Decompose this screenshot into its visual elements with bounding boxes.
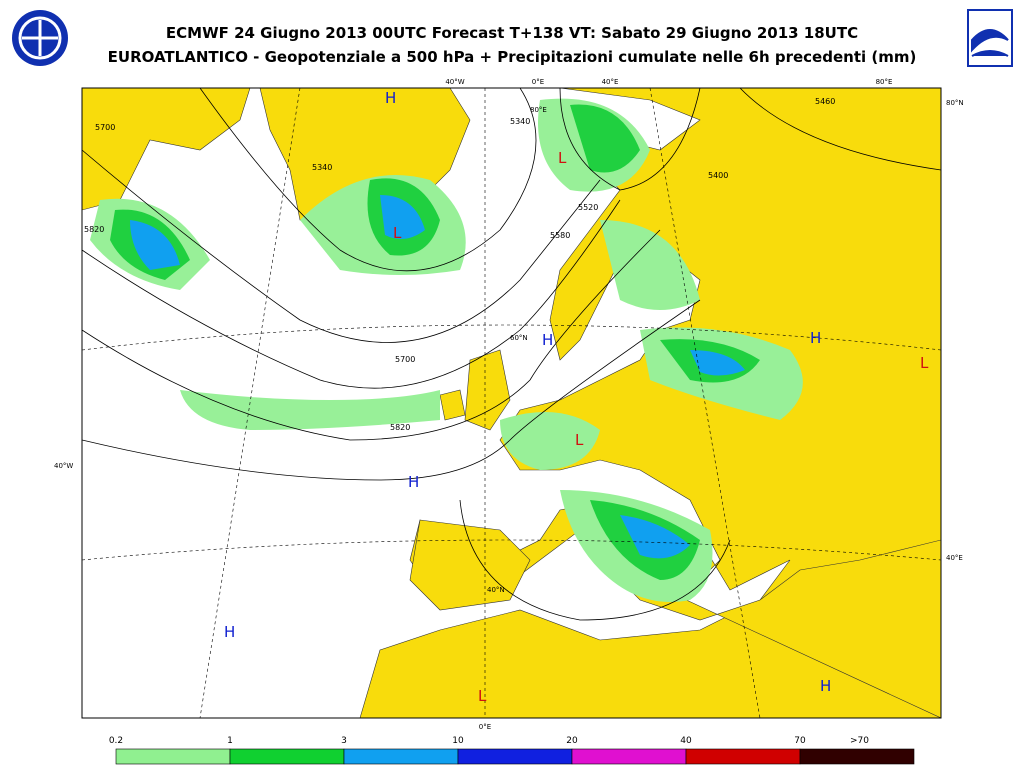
high-label: H: [408, 473, 419, 491]
high-label: H: [385, 89, 396, 107]
contour-label: 5820: [84, 225, 104, 234]
title: ECMWF 24 Giugno 2013 00UTC Forecast T+13…: [166, 24, 858, 42]
legend-swatch: [115, 748, 231, 765]
graticule-label: 0°E: [532, 78, 544, 86]
low-label: L: [393, 224, 402, 242]
graticule-label: 40°E: [946, 554, 963, 562]
legend-label: 10: [452, 736, 464, 746]
graticule-label: 80°E: [876, 78, 893, 86]
legend: 0.2 1 3 10 20 40 70 >70: [109, 736, 915, 765]
high-label: H: [542, 331, 553, 349]
subtitle: EUROATLANTICO - Geopotenziale a 500 hPa …: [108, 48, 917, 66]
map: H H H H H H L L L L L 5700 5820 5340 558…: [54, 78, 964, 731]
legend-swatch: [343, 748, 459, 765]
legend-label: 0.2: [109, 736, 123, 746]
contour-label: 5400: [708, 171, 728, 180]
graticule-label: 80°N: [946, 99, 964, 107]
graticule-label: 40°E: [602, 78, 619, 86]
contour-label: 5700: [395, 355, 415, 364]
contour-label: 5460: [815, 97, 835, 106]
graticule-label: 40°W: [54, 462, 73, 470]
low-label: L: [558, 149, 567, 167]
legend-label: 1: [227, 736, 233, 746]
legend-label: >70: [850, 736, 869, 746]
legend-label: 70: [794, 736, 806, 746]
contour-label: 5340: [510, 117, 530, 126]
graticule-label: 40°W: [445, 78, 464, 86]
contour-label: 5700: [95, 123, 115, 132]
legend-swatch: [799, 748, 915, 765]
contour-label: 5340: [312, 163, 332, 172]
legend-swatch: [685, 748, 801, 765]
graticule-label: 80°E: [530, 106, 547, 114]
contour-label: 5580: [550, 231, 570, 240]
low-label: L: [575, 431, 584, 449]
contour-label: 5520: [578, 203, 598, 212]
high-label: H: [820, 677, 831, 695]
low-label: L: [920, 354, 929, 372]
legend-label: 3: [341, 736, 347, 746]
high-label: H: [810, 329, 821, 347]
legend-label: 20: [566, 736, 578, 746]
legend-swatch: [571, 748, 687, 765]
legend-swatch: [457, 748, 573, 765]
graticule-label: 60°N: [510, 334, 528, 342]
high-label: H: [224, 623, 235, 641]
legend-swatch: [229, 748, 345, 765]
legend-label: 40: [680, 736, 692, 746]
graticule-label: 0°E: [479, 723, 491, 731]
logo-right: [967, 9, 1013, 67]
low-label: L: [478, 687, 487, 705]
graticule-label: 40°N: [487, 586, 505, 594]
contour-label: 5820: [390, 423, 410, 432]
logo-left: [12, 10, 68, 66]
